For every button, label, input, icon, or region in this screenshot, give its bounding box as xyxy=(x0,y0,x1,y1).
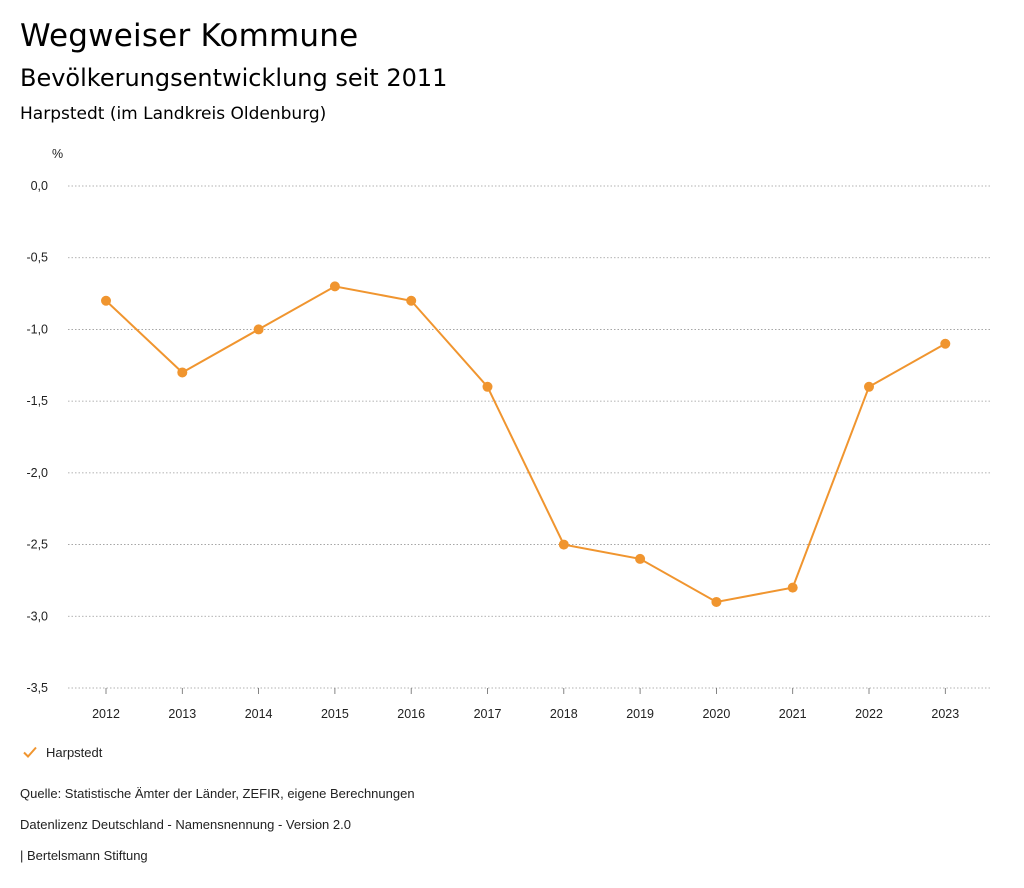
x-tick-label: 2014 xyxy=(245,707,273,721)
check-icon xyxy=(23,746,37,758)
x-tick-label: 2020 xyxy=(702,707,730,721)
region-label: Harpstedt (im Landkreis Oldenburg) xyxy=(20,104,327,124)
data-point-2022[interactable] xyxy=(864,381,874,392)
line-chart: % 0,0 -0,5 -1,0 -1,5 -2,0 -2,5 -3,0 -3,5 2012 20… xyxy=(26,147,990,721)
y-tick-label: -1,5 xyxy=(26,394,48,408)
data-point-2012[interactable] xyxy=(101,295,111,306)
data-point-2019[interactable] xyxy=(635,553,646,564)
series-line-harpstedt xyxy=(105,285,946,603)
page-title: Wegweiser Kommune xyxy=(20,18,359,54)
y-tick-label: -1,0 xyxy=(26,322,48,336)
publisher-note: | Bertelsmann Stiftung xyxy=(20,848,148,863)
x-tick-label: 2018 xyxy=(550,707,578,721)
x-tick-label: 2016 xyxy=(397,707,425,721)
data-point-2018[interactable] xyxy=(558,539,569,550)
source-note: Quelle: Statistische Ämter der Länder, Z… xyxy=(20,786,415,801)
data-point-2013[interactable] xyxy=(177,367,188,378)
data-point-2020[interactable] xyxy=(711,596,722,607)
data-point-2015[interactable] xyxy=(329,281,340,292)
y-axis-unit: % xyxy=(52,147,63,161)
y-tick-label: -0,5 xyxy=(26,251,48,265)
data-point-2017[interactable] xyxy=(482,381,493,392)
y-tick-label: 0,0 xyxy=(31,179,48,193)
x-tick-label: 2012 xyxy=(92,707,120,721)
x-tick-label: 2019 xyxy=(626,707,654,721)
x-tick-label: 2021 xyxy=(779,707,807,721)
license-note: Datenlizenz Deutschland - Namensnennung … xyxy=(20,817,351,832)
y-tick-label: -3,0 xyxy=(26,609,48,623)
y-tick-label: -2,0 xyxy=(26,466,48,480)
x-tick-label: 2023 xyxy=(931,707,959,721)
data-point-2016[interactable] xyxy=(406,295,417,306)
chart-subtitle: Bevölkerungsentwicklung seit 2011 xyxy=(20,64,448,92)
data-point-2023[interactable] xyxy=(940,338,951,349)
legend-label: Harpstedt xyxy=(46,744,103,760)
x-tick-label: 2015 xyxy=(321,707,349,721)
y-tick-label: -2,5 xyxy=(26,538,48,552)
x-tick-label: 2013 xyxy=(168,707,196,721)
x-tick-label: 2017 xyxy=(474,707,502,721)
y-tick-label: -3,5 xyxy=(26,681,48,695)
data-point-2014[interactable] xyxy=(253,324,264,335)
data-point-2021[interactable] xyxy=(787,582,798,593)
x-tick-label: 2022 xyxy=(855,707,883,721)
legend[interactable]: Harpstedt xyxy=(22,744,102,760)
